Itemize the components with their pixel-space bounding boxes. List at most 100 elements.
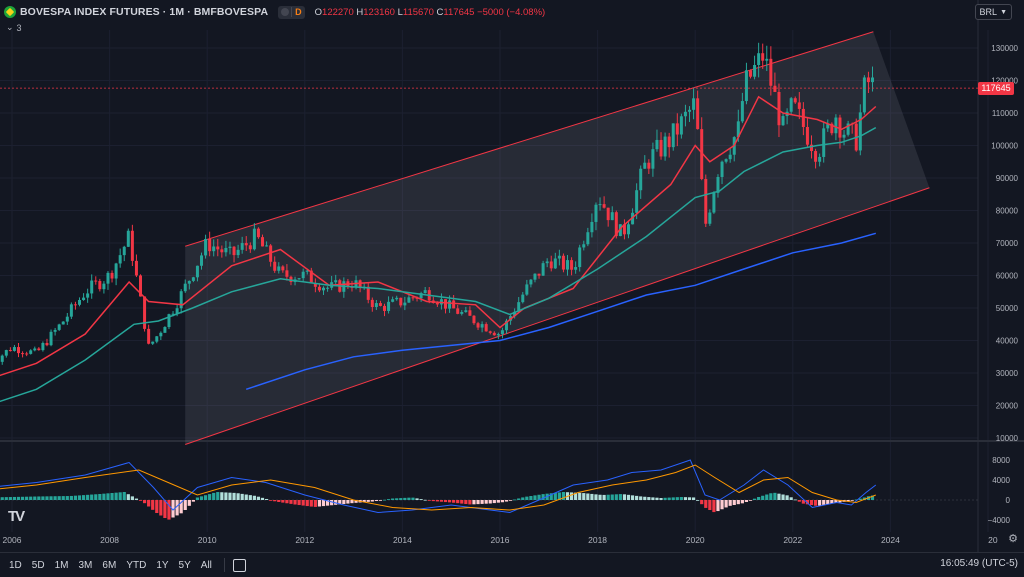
macd-histogram-bar [696, 500, 700, 501]
candle-body [45, 342, 49, 346]
macd-histogram-bar [578, 492, 582, 500]
range-1y[interactable]: 1Y [156, 559, 169, 571]
candle-body [793, 98, 797, 103]
chevron-down-icon: ▼ [1000, 8, 1007, 16]
macd-histogram-bar [370, 500, 374, 502]
moving-averages [0, 87, 978, 403]
range-1d[interactable]: 1D [9, 559, 22, 571]
macd-histogram-bar [537, 494, 541, 500]
candle-body [183, 283, 187, 292]
macd-histogram-bar [838, 500, 842, 503]
candle-body [744, 70, 748, 102]
macd-histogram-bar [33, 496, 37, 500]
range-6m[interactable]: 6M [102, 559, 117, 571]
macd-axis-label: 4000 [992, 476, 1010, 485]
macd-histogram-bar [805, 500, 810, 505]
macd-histogram-bar [142, 500, 147, 504]
candle-body [659, 139, 663, 157]
currency-selector[interactable]: BRL ▼ [974, 4, 1012, 20]
range-3m[interactable]: 3M [78, 559, 93, 571]
gear-icon[interactable]: ⚙ [1008, 533, 1018, 545]
macd-histogram-bar [362, 500, 366, 503]
range-1m[interactable]: 1M [54, 559, 69, 571]
candle-body [692, 98, 696, 110]
macd-histogram-bar [57, 496, 61, 500]
price-axis-label: 30000 [996, 369, 1019, 378]
macd-histogram-bar [744, 500, 749, 502]
macd-histogram-bar [147, 500, 151, 507]
candle-body [191, 277, 195, 281]
candle-body [195, 265, 199, 278]
candle-body [818, 156, 822, 162]
macd-histogram-bar [102, 493, 106, 500]
candle-body [480, 324, 484, 328]
macd-histogram-bar [386, 499, 391, 500]
macd-histogram-bar [826, 500, 830, 505]
macd-histogram-bar [427, 500, 431, 501]
macd-histogram-bar [870, 495, 875, 500]
macd-histogram-bar [183, 500, 187, 510]
macd-histogram-bar [728, 500, 732, 506]
candle-body [830, 123, 834, 134]
symbol-title[interactable]: BOVESPA INDEX FUTURES · 1M · BMFBOVESPA [20, 6, 269, 18]
range-5d[interactable]: 5D [31, 559, 45, 571]
candle-body [167, 314, 171, 328]
blue-moving-average-line [245, 232, 877, 391]
macd-histogram-bar [321, 500, 326, 507]
brazil-flag-icon [4, 6, 16, 18]
macd-histogram-bar [138, 500, 143, 501]
macd-histogram-bar [813, 500, 818, 506]
candle-body [73, 304, 77, 306]
macd-histogram-bar [171, 500, 175, 518]
macd-histogram-bar [159, 500, 163, 516]
time-axis-label: 2014 [393, 535, 412, 545]
macd-axis-label: 0 [1006, 496, 1011, 505]
macd-histogram-bar [517, 498, 521, 500]
candle-body [862, 77, 866, 113]
macd-histogram-bar [663, 497, 667, 500]
candle-body [305, 270, 309, 272]
macd-histogram-bar [199, 496, 204, 500]
candle-body [679, 116, 683, 135]
indicators-toggle[interactable]: ⌄ 3 [6, 22, 22, 33]
clock-readout[interactable]: 16:05:49 (UTC-5) [940, 558, 1018, 569]
candle-body [614, 212, 618, 237]
macd-histogram-bar [90, 494, 94, 500]
currency-label: BRL [979, 7, 998, 17]
macd-histogram-bar [45, 496, 49, 500]
macd-histogram-bar [338, 500, 342, 505]
candle-body [98, 281, 102, 290]
macd-histogram-bar [395, 498, 399, 500]
range-ytd[interactable]: YTD [126, 559, 147, 571]
low-label: L [397, 6, 403, 18]
macd-histogram-bar [187, 500, 191, 506]
macd-histogram-bar [163, 500, 167, 518]
macd-histogram-bar [602, 494, 606, 500]
candle-body [456, 308, 460, 314]
candle-body [590, 221, 594, 233]
macd-histogram-bar [20, 496, 25, 500]
tradingview-logo-icon[interactable]: TV [8, 508, 25, 525]
macd-histogram-bar [639, 496, 643, 500]
macd-histogram-bar [431, 500, 435, 502]
macd-histogram-bar [781, 494, 785, 500]
macd-histogram-bar [301, 500, 305, 506]
calendar-range-icon[interactable] [232, 558, 246, 572]
macd-histogram-bar [553, 492, 557, 500]
macd-histogram-bar [720, 500, 724, 510]
change-value: −5000 (−4.08%) [477, 6, 546, 18]
candle-body [496, 334, 500, 336]
candle-body [399, 297, 403, 306]
data-source-pill[interactable]: D [278, 5, 305, 19]
macd-histogram-bar [415, 498, 419, 500]
candle-body [273, 261, 277, 271]
candle-body [407, 297, 411, 303]
candle-body [309, 270, 313, 284]
range-all[interactable]: All [200, 559, 212, 571]
candle-body [468, 310, 472, 316]
candle-body [472, 315, 476, 324]
time-axis-label: 2008 [100, 535, 119, 545]
macd-histogram-bar [366, 500, 370, 502]
range-5y[interactable]: 5Y [178, 559, 191, 571]
